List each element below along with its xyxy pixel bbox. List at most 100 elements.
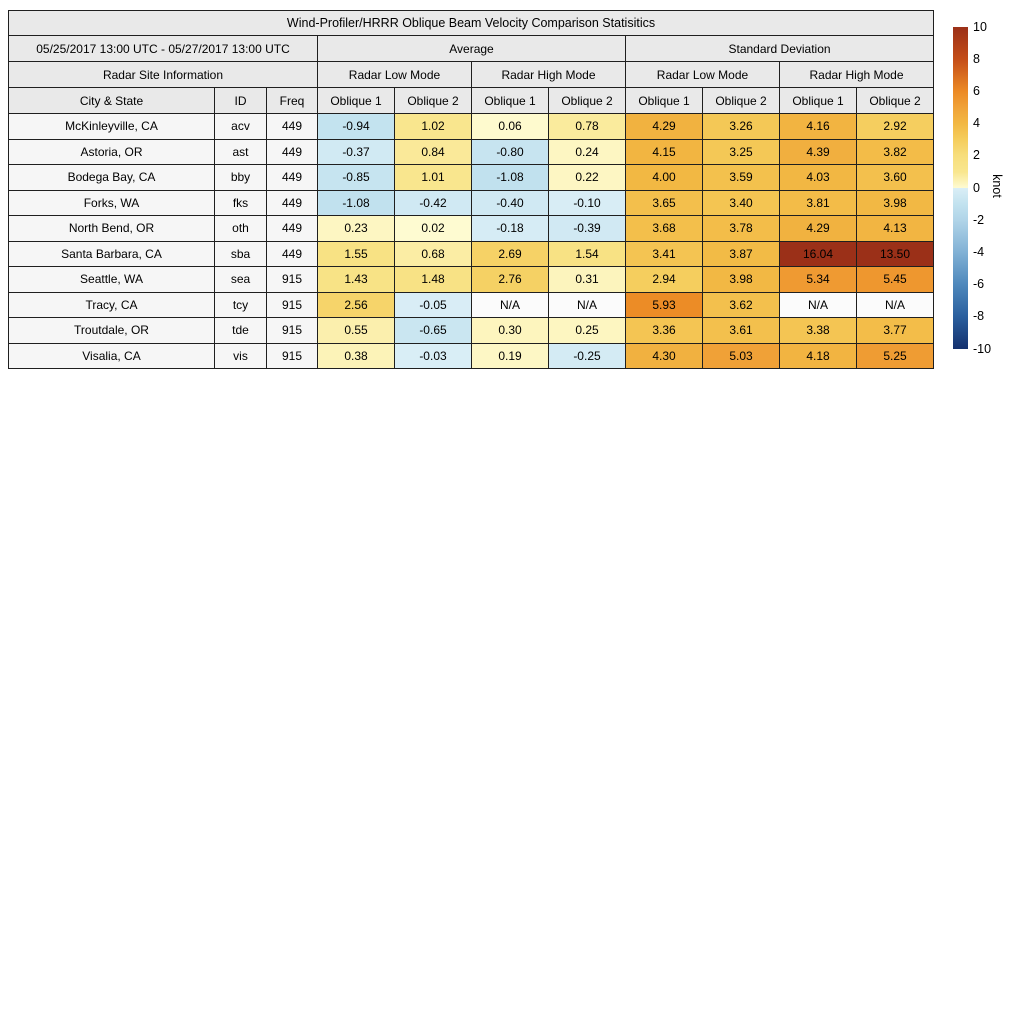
value-cell: 2.76 <box>472 267 549 293</box>
std-high-mode-header: Radar High Mode <box>780 62 934 88</box>
value-cell: 13.50 <box>857 241 934 267</box>
freq-cell: 449 <box>267 216 318 242</box>
value-cell: 0.24 <box>549 139 626 165</box>
colorbar-tick-label: 8 <box>973 52 1007 67</box>
value-cell: -0.10 <box>549 190 626 216</box>
value-cell: 4.16 <box>780 114 857 140</box>
title-row: Wind-Profiler/HRRR Oblique Beam Velocity… <box>9 11 934 36</box>
id-cell: vis <box>215 343 267 369</box>
value-cell: 2.56 <box>318 292 395 318</box>
mode-header-row: Radar Site Information Radar Low Mode Ra… <box>9 62 934 88</box>
value-cell: 3.59 <box>703 165 780 191</box>
value-cell: 5.45 <box>857 267 934 293</box>
value-cell: 0.23 <box>318 216 395 242</box>
id-cell: fks <box>215 190 267 216</box>
value-cell: 3.40 <box>703 190 780 216</box>
city-cell: Bodega Bay, CA <box>9 165 215 191</box>
value-cell: -1.08 <box>472 165 549 191</box>
freq-cell: 449 <box>267 139 318 165</box>
value-cell: 5.03 <box>703 343 780 369</box>
city-cell: Seattle, WA <box>9 267 215 293</box>
value-cell: 3.38 <box>780 318 857 344</box>
value-cell: -0.94 <box>318 114 395 140</box>
id-cell: sea <box>215 267 267 293</box>
value-cell: -0.65 <box>395 318 472 344</box>
colorbar-tick-label: -8 <box>973 309 1007 324</box>
value-cell: 0.78 <box>549 114 626 140</box>
value-cell: 3.60 <box>857 165 934 191</box>
value-cell: 1.48 <box>395 267 472 293</box>
table-row: Troutdale, ORtde9150.55-0.650.300.253.36… <box>9 318 934 344</box>
city-cell: Astoria, OR <box>9 139 215 165</box>
city-state-header: City & State <box>9 88 215 114</box>
oblique2-header: Oblique 2 <box>549 88 626 114</box>
freq-header: Freq <box>267 88 318 114</box>
group-header-row: 05/25/2017 13:00 UTC - 05/27/2017 13:00 … <box>9 36 934 62</box>
value-cell: -0.80 <box>472 139 549 165</box>
oblique2-header: Oblique 2 <box>703 88 780 114</box>
city-cell: McKinleyville, CA <box>9 114 215 140</box>
id-cell: tcy <box>215 292 267 318</box>
table-row: Astoria, ORast449-0.370.84-0.800.244.153… <box>9 139 934 165</box>
value-cell: 4.30 <box>626 343 703 369</box>
colorbar-tick-label: -2 <box>973 213 1007 228</box>
value-cell: 16.04 <box>780 241 857 267</box>
value-cell: 3.98 <box>703 267 780 293</box>
colorbar-tick-label: 6 <box>973 84 1007 99</box>
freq-cell: 449 <box>267 190 318 216</box>
table-row: McKinleyville, CAacv449-0.941.020.060.78… <box>9 114 934 140</box>
avg-low-mode-header: Radar Low Mode <box>318 62 472 88</box>
city-cell: Santa Barbara, CA <box>9 241 215 267</box>
id-cell: ast <box>215 139 267 165</box>
table-row: North Bend, ORoth4490.230.02-0.18-0.393.… <box>9 216 934 242</box>
value-cell: -0.05 <box>395 292 472 318</box>
site-info-header: Radar Site Information <box>9 62 318 88</box>
value-cell: 3.25 <box>703 139 780 165</box>
value-cell: 4.03 <box>780 165 857 191</box>
value-cell: 3.61 <box>703 318 780 344</box>
city-cell: Troutdale, OR <box>9 318 215 344</box>
value-cell: 1.55 <box>318 241 395 267</box>
value-cell: -0.18 <box>472 216 549 242</box>
group-header-std-dev: Standard Deviation <box>626 36 934 62</box>
freq-cell: 915 <box>267 292 318 318</box>
value-cell: -0.42 <box>395 190 472 216</box>
city-cell: Forks, WA <box>9 190 215 216</box>
table-row: Bodega Bay, CAbby449-0.851.01-1.080.224.… <box>9 165 934 191</box>
value-cell: N/A <box>780 292 857 318</box>
value-cell: 3.36 <box>626 318 703 344</box>
figure-canvas: Wind-Profiler/HRRR Oblique Beam Velocity… <box>0 0 1024 1024</box>
oblique1-header: Oblique 1 <box>318 88 395 114</box>
value-cell: 3.77 <box>857 318 934 344</box>
value-cell: 3.65 <box>626 190 703 216</box>
value-cell: 3.87 <box>703 241 780 267</box>
freq-cell: 449 <box>267 241 318 267</box>
freq-cell: 915 <box>267 267 318 293</box>
value-cell: 4.15 <box>626 139 703 165</box>
value-cell: 0.02 <box>395 216 472 242</box>
value-cell: 2.94 <box>626 267 703 293</box>
value-cell: -0.39 <box>549 216 626 242</box>
freq-cell: 915 <box>267 343 318 369</box>
value-cell: 1.54 <box>549 241 626 267</box>
city-cell: North Bend, OR <box>9 216 215 242</box>
value-cell: 2.92 <box>857 114 934 140</box>
value-cell: -0.37 <box>318 139 395 165</box>
value-cell: 0.55 <box>318 318 395 344</box>
group-header-average: Average <box>318 36 626 62</box>
value-cell: 3.98 <box>857 190 934 216</box>
oblique2-header: Oblique 2 <box>857 88 934 114</box>
freq-cell: 449 <box>267 114 318 140</box>
value-cell: N/A <box>549 292 626 318</box>
value-cell: 5.25 <box>857 343 934 369</box>
value-cell: 4.13 <box>857 216 934 242</box>
date-range-cell: 05/25/2017 13:00 UTC - 05/27/2017 13:00 … <box>9 36 318 62</box>
freq-cell: 915 <box>267 318 318 344</box>
id-cell: sba <box>215 241 267 267</box>
value-cell: 4.29 <box>780 216 857 242</box>
freq-cell: 449 <box>267 165 318 191</box>
value-cell: 1.43 <box>318 267 395 293</box>
table-row: Tracy, CAtcy9152.56-0.05N/AN/A5.933.62N/… <box>9 292 934 318</box>
column-header-row: City & State ID Freq Oblique 1 Oblique 2… <box>9 88 934 114</box>
value-cell: 3.82 <box>857 139 934 165</box>
